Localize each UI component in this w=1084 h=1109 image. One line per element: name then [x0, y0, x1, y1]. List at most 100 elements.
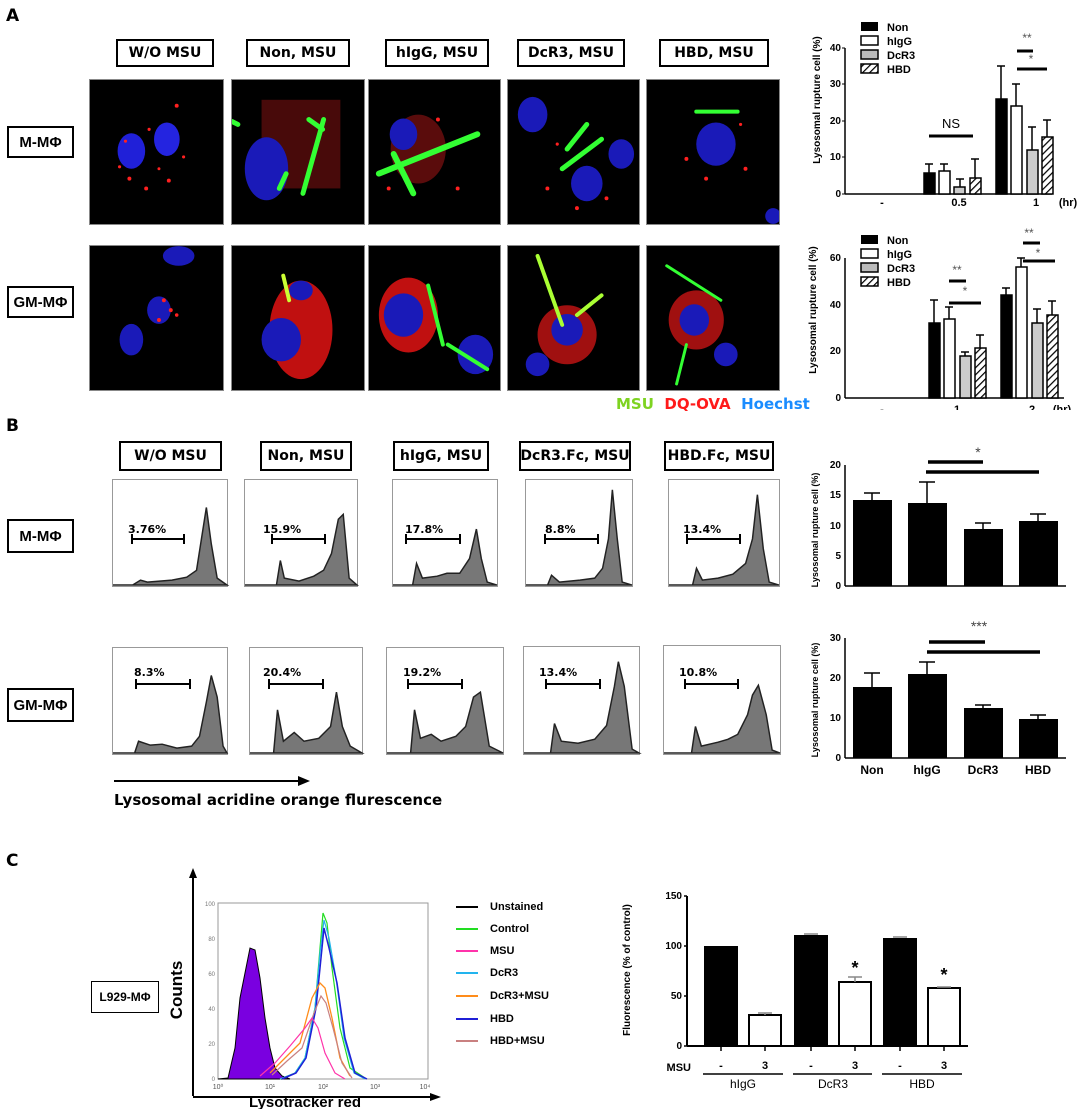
svg-text:DcR3: DcR3 — [818, 1077, 848, 1091]
svg-text:**: ** — [1022, 31, 1032, 45]
svg-text:-: - — [719, 1060, 723, 1072]
svg-text:-: - — [880, 197, 884, 209]
panel-letter-a: A — [6, 6, 20, 26]
legend-c-hbd-msu: HBD+MSU — [456, 1030, 596, 1052]
svg-text:1: 1 — [1033, 197, 1039, 209]
histogram-b-m-1 — [244, 479, 359, 587]
x-axis-label-b: Lysosomal acridine orange flurescence — [114, 791, 443, 809]
svg-text:Lysosomal rupture cell (%): Lysosomal rupture cell (%) — [810, 643, 820, 758]
micrograph-a-m-dcr3-msu — [507, 79, 640, 225]
svg-text:HBD: HBD — [1025, 763, 1051, 777]
svg-text:0: 0 — [676, 1041, 682, 1052]
svg-text:0: 0 — [212, 1077, 216, 1083]
chart-c-fluorescence: Fluorescence (% of control) 0 50 100 150… — [622, 891, 968, 1091]
column-label-a-3: DcR3, MSU — [517, 39, 625, 67]
svg-text:-: - — [898, 1060, 902, 1072]
column-label-b-3: DcR3.Fc, MSU — [519, 441, 631, 471]
svg-text:hIgG: hIgG — [913, 763, 940, 777]
svg-text:0.5: 0.5 — [951, 197, 966, 209]
legend-c-hbd: HBD — [456, 1008, 596, 1030]
svg-text:40: 40 — [208, 1007, 215, 1013]
svg-text:40: 40 — [830, 43, 842, 54]
legend-c-unstained: Unstained — [456, 896, 596, 918]
legend-c-msu: MSU — [456, 940, 596, 962]
svg-text:100: 100 — [205, 902, 216, 908]
svg-text:5: 5 — [835, 551, 841, 562]
gate-percent-b-gm-4: 10.8% — [679, 666, 718, 679]
svg-text:20: 20 — [830, 460, 842, 471]
micrograph-a-gm-higg-msu — [368, 245, 501, 391]
micrograph-a-m-wo-msu — [89, 79, 224, 225]
panel-letter-c: C — [6, 851, 19, 871]
gate-percent-b-m-0: 3.76% — [128, 523, 167, 536]
svg-text:0: 0 — [835, 393, 841, 404]
svg-text:10³: 10³ — [370, 1084, 381, 1091]
svg-text:10²: 10² — [318, 1084, 329, 1091]
svg-text:Non: Non — [887, 22, 909, 34]
svg-text:3: 3 — [941, 1060, 947, 1072]
svg-text:*: * — [963, 284, 968, 298]
msu-row-label: MSU — [667, 1062, 692, 1074]
gate-percent-b-gm-3: 13.4% — [539, 666, 578, 679]
histogram-b-gm-0 — [112, 647, 229, 755]
column-label-a-2: hIgG, MSU — [385, 39, 489, 67]
svg-text:80: 80 — [208, 937, 215, 943]
svg-text:HBD: HBD — [887, 64, 911, 76]
svg-text:*: * — [1036, 246, 1041, 260]
column-label-b-4: HBD.Fc, MSU — [664, 441, 774, 471]
row-label-b-m-mphi: M-MΦ — [7, 519, 74, 553]
gate-percent-b-m-3: 8.8% — [545, 523, 576, 536]
svg-text:hIgG: hIgG — [730, 1077, 756, 1091]
row-label-a-gm-mphi: GM-MΦ — [7, 286, 74, 318]
chart-b-m-mphi: Lysosomal rupture cell (%) 0 5 10 15 20 … — [810, 444, 1066, 590]
svg-text:**: ** — [1024, 226, 1034, 240]
svg-text:*: * — [975, 444, 981, 460]
gate-percent-b-m-2: 17.8% — [405, 523, 444, 536]
svg-text:0: 0 — [835, 581, 841, 590]
chart-a1-ylabel: Lysosomal rupture cell (%) — [812, 36, 823, 163]
svg-text:10⁴: 10⁴ — [420, 1084, 431, 1091]
micrograph-a-m-higg-msu — [368, 79, 501, 225]
annotation-ns: NS — [942, 116, 960, 131]
chart-a-m-mphi: Lysosomal rupture cell (%) 0 10 20 30 40… — [812, 22, 1077, 209]
svg-text:hIgG: hIgG — [887, 249, 912, 261]
micrograph-a-m-hbd-msu — [646, 79, 780, 225]
column-label-a-0: W/O MSU — [116, 39, 214, 67]
svg-text:DcR3: DcR3 — [887, 50, 915, 62]
c-xlabel: Lysotracker red — [249, 1094, 361, 1109]
svg-text:10⁰: 10⁰ — [213, 1083, 224, 1091]
svg-text:20: 20 — [830, 673, 842, 684]
svg-text:DcR3: DcR3 — [887, 263, 915, 275]
svg-text:15: 15 — [830, 490, 842, 501]
svg-text:Lysosomal rupture cell (%): Lysosomal rupture cell (%) — [810, 473, 820, 588]
svg-text:30: 30 — [830, 633, 842, 644]
svg-text:10¹: 10¹ — [265, 1084, 276, 1091]
column-label-b-0: W/O MSU — [119, 441, 222, 471]
svg-text:2: 2 — [1029, 404, 1035, 410]
svg-text:100: 100 — [665, 941, 682, 952]
svg-text:HBD: HBD — [887, 277, 911, 289]
panel-letter-b: B — [6, 416, 19, 436]
svg-text:Fluorescence (% of control): Fluorescence (% of control) — [622, 904, 633, 1036]
svg-text:3: 3 — [762, 1060, 768, 1072]
svg-text:HBD: HBD — [909, 1077, 935, 1091]
svg-text:*: * — [1029, 52, 1034, 66]
svg-text:60: 60 — [830, 253, 842, 264]
svg-text:DcR3: DcR3 — [968, 763, 999, 777]
micrograph-a-gm-non-msu — [231, 245, 365, 391]
gate-percent-b-gm-1: 20.4% — [263, 666, 302, 679]
svg-text:*: * — [851, 958, 858, 978]
micrograph-a-gm-wo-msu — [89, 245, 224, 391]
gate-percent-b-m-4: 13.4% — [683, 523, 722, 536]
x-axis-arrow — [114, 776, 310, 786]
row-label-a-m-mphi: M-MΦ — [7, 126, 74, 158]
svg-text:10: 10 — [830, 152, 842, 163]
histogram-b-gm-4 — [663, 645, 781, 755]
svg-text:60: 60 — [208, 972, 215, 978]
svg-text:(hr): (hr) — [1053, 404, 1072, 410]
legend-c: Unstained Control MSU DcR3 DcR3+MSU HBD … — [456, 896, 596, 1052]
stain-legend-dq-ova: DQ-OVA — [664, 395, 731, 413]
chart-a-gm-mphi: Lysosomal rupture cell (%) 0 20 40 60 No… — [808, 226, 1072, 410]
svg-text:150: 150 — [665, 891, 682, 902]
column-label-b-2: hIgG, MSU — [393, 441, 489, 471]
